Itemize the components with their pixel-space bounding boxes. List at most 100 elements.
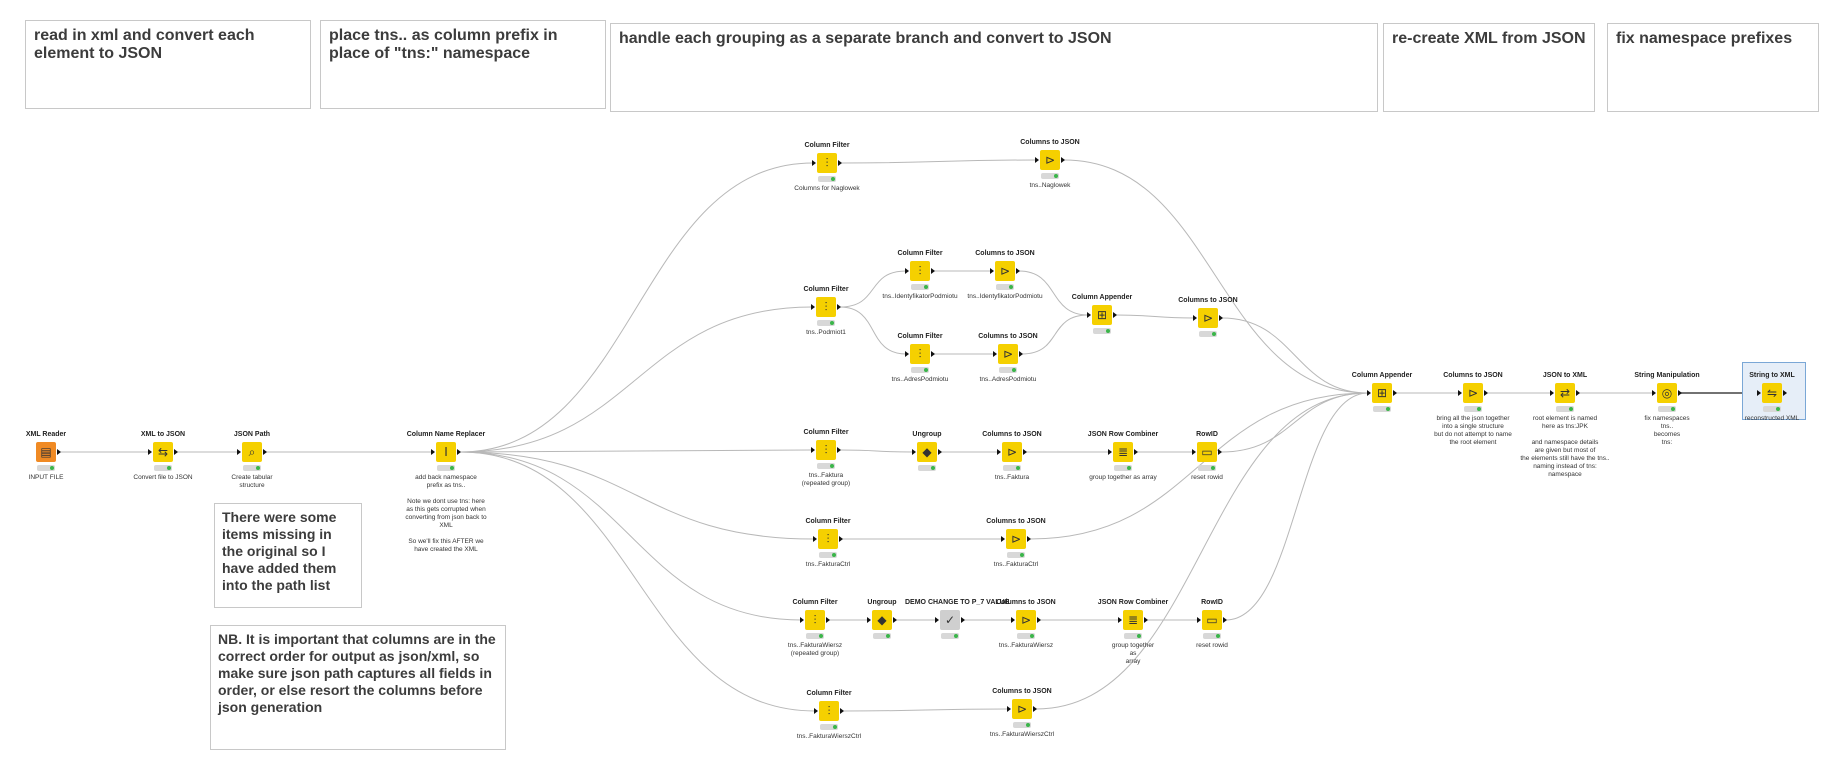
connection-n9-n12[interactable] xyxy=(1018,270,1089,316)
rowid-icon[interactable]: ▭ xyxy=(1192,442,1222,462)
output-port[interactable] xyxy=(837,447,841,453)
connection-n11-n12[interactable] xyxy=(1021,314,1089,355)
output-port[interactable] xyxy=(1113,312,1117,318)
output-port[interactable] xyxy=(1144,617,1148,623)
annotation-missing-items[interactable]: There were some items missing in the ori… xyxy=(214,503,362,608)
input-port[interactable] xyxy=(1087,312,1091,318)
node-n22[interactable]: Ungroup ◆ xyxy=(837,598,927,642)
columns-to-json-icon[interactable]: ⊳ xyxy=(1007,699,1037,719)
node-n7[interactable]: Column Filter ⫶ tns..Podmiot1 xyxy=(781,285,871,337)
columns-to-json-icon[interactable]: ⊳ xyxy=(1011,610,1041,630)
node-n31[interactable]: JSON to XML ⇄ root element is named here a… xyxy=(1520,371,1610,479)
columns-to-json-icon[interactable]: ⊳ xyxy=(993,344,1023,364)
connection-n28-n29[interactable] xyxy=(1035,392,1369,710)
annotation-branches[interactable]: handle each grouping as a separate branc… xyxy=(610,23,1378,112)
connection-n4-n7[interactable] xyxy=(459,306,813,453)
node-n8[interactable]: Column Filter ⫶ tns..IdentyfikatorPodmiotu xyxy=(875,249,965,301)
json-row-combiner-icon[interactable]: ≣ xyxy=(1118,610,1148,630)
node-n28[interactable]: Columns to JSON ⊳ tns..FakturaWierszCtrl xyxy=(977,687,1067,739)
output-port[interactable] xyxy=(1027,536,1031,542)
columns-to-json-icon[interactable]: ⊳ xyxy=(1458,383,1488,403)
input-port[interactable] xyxy=(237,449,241,455)
column-filter-icon[interactable]: ⫶ xyxy=(905,344,935,364)
metanode-icon[interactable]: ✓ xyxy=(935,610,965,630)
output-port[interactable] xyxy=(938,449,942,455)
output-port[interactable] xyxy=(931,268,935,274)
node-n23[interactable]: DEMO CHANGE TO P_7 VALUE ✓ xyxy=(905,598,1009,642)
node-n2[interactable]: XML to JSON ⇆ Convert file to JSON xyxy=(118,430,208,482)
input-port[interactable] xyxy=(1118,617,1122,623)
annotation-column-order[interactable]: NB. It is important that columns are in … xyxy=(210,625,506,750)
output-port[interactable] xyxy=(893,617,897,623)
output-port[interactable] xyxy=(1783,390,1787,396)
input-port[interactable] xyxy=(1001,536,1005,542)
input-port[interactable] xyxy=(1652,390,1656,396)
output-port[interactable] xyxy=(826,617,830,623)
xml-to-json-icon[interactable]: ⇆ xyxy=(148,442,178,462)
connection-n27-n28[interactable] xyxy=(842,708,1009,712)
column-filter-icon[interactable]: ⫶ xyxy=(811,297,841,317)
string-to-xml-icon[interactable]: ⇋ xyxy=(1757,383,1787,403)
output-port[interactable] xyxy=(1484,390,1488,396)
node-n11[interactable]: Columns to JSON ⊳ tns..AdresPodmiotu xyxy=(963,332,1053,384)
string-manipulation-icon[interactable]: ◎ xyxy=(1652,383,1682,403)
input-port[interactable] xyxy=(811,447,815,453)
json-path-icon[interactable]: ⌕ xyxy=(237,442,267,462)
output-port[interactable] xyxy=(839,536,843,542)
output-port[interactable] xyxy=(1576,390,1580,396)
connection-n4-n5[interactable] xyxy=(459,162,814,453)
column-filter-icon[interactable]: ⫶ xyxy=(811,440,841,460)
node-n3[interactable]: JSON Path ⌕ Create tabular structure xyxy=(207,430,297,490)
annotation-tns-prefix[interactable]: place tns.. as column prefix in place of… xyxy=(320,20,606,109)
input-port[interactable] xyxy=(148,449,152,455)
node-n17[interactable]: JSON Row Combiner ≣ group together as arra… xyxy=(1078,430,1168,482)
input-port[interactable] xyxy=(1367,390,1371,396)
node-n6[interactable]: Columns to JSON ⊳ tns..Naglowek xyxy=(1005,138,1095,190)
column-filter-icon[interactable]: ⫶ xyxy=(812,153,842,173)
input-port[interactable] xyxy=(1108,449,1112,455)
connection-n7-n10[interactable] xyxy=(839,306,907,355)
node-n9[interactable]: Columns to JSON ⊳ tns..IdentyfikatorPodmio… xyxy=(960,249,1050,301)
json-row-combiner-icon[interactable]: ≣ xyxy=(1108,442,1138,462)
output-port[interactable] xyxy=(174,449,178,455)
input-port[interactable] xyxy=(431,449,435,455)
input-port[interactable] xyxy=(1011,617,1015,623)
node-n33[interactable]: String to XML ⇋ reconstructed XML xyxy=(1727,371,1817,423)
input-port[interactable] xyxy=(814,708,818,714)
connection-n6-n29[interactable] xyxy=(1063,159,1369,394)
node-n18[interactable]: RowID ▭ reset rowid xyxy=(1162,430,1252,482)
connection-n4-n21[interactable] xyxy=(459,451,802,621)
json-to-xml-icon[interactable]: ⇄ xyxy=(1550,383,1580,403)
node-n27[interactable]: Column Filter ⫶ tns..FakturaWierszCtrl xyxy=(784,689,874,741)
node-n14[interactable]: Column Filter ⫶ tns..Faktura (repeated gro… xyxy=(781,428,871,488)
node-n30[interactable]: Columns to JSON ⊳ bring all the json toget… xyxy=(1428,371,1518,447)
input-port[interactable] xyxy=(993,351,997,357)
connection-n26-n29[interactable] xyxy=(1225,392,1369,621)
input-port[interactable] xyxy=(1035,157,1039,163)
input-port[interactable] xyxy=(990,268,994,274)
column-filter-icon[interactable]: ⫶ xyxy=(800,610,830,630)
output-port[interactable] xyxy=(931,351,935,357)
node-n24[interactable]: Columns to JSON ⊳ tns..FakturaWiersz xyxy=(981,598,1071,650)
output-port[interactable] xyxy=(457,449,461,455)
input-port[interactable] xyxy=(800,617,804,623)
output-port[interactable] xyxy=(1218,449,1222,455)
output-port[interactable] xyxy=(837,304,841,310)
input-port[interactable] xyxy=(1197,617,1201,623)
input-port[interactable] xyxy=(912,449,916,455)
input-port[interactable] xyxy=(1192,449,1196,455)
column-filter-icon[interactable]: ⫶ xyxy=(813,529,843,549)
connection-n14-n15[interactable] xyxy=(839,449,914,453)
output-port[interactable] xyxy=(838,160,842,166)
node-n19[interactable]: Column Filter ⫶ tns..FakturaCtrl xyxy=(783,517,873,569)
node-n10[interactable]: Column Filter ⫶ tns..AdresPodmiotu xyxy=(875,332,965,384)
output-port[interactable] xyxy=(1019,351,1023,357)
output-port[interactable] xyxy=(840,708,844,714)
output-port[interactable] xyxy=(1219,315,1223,321)
input-port[interactable] xyxy=(813,536,817,542)
input-port[interactable] xyxy=(812,160,816,166)
input-port[interactable] xyxy=(935,617,939,623)
node-n15[interactable]: Ungroup ◆ xyxy=(882,430,972,474)
